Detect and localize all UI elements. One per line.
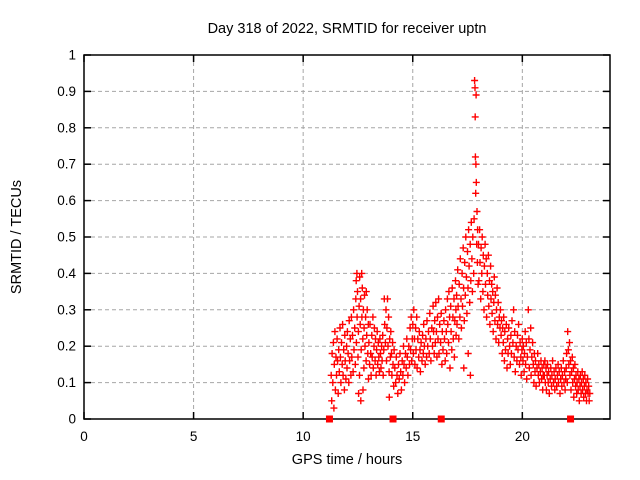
y-tick-label: 0.9 [57,84,76,99]
y-tick-label: 0.5 [57,230,76,245]
y-tick-label: 0 [68,412,76,427]
series-zero_markers [325,415,575,423]
y-axis-label: SRMTID / TECUs [9,179,25,295]
y-tick-label: 0.8 [57,120,76,135]
x-tick-label: 20 [515,429,530,444]
series-srmtid [327,77,594,412]
tick-labels: 0 5 10 15 20 0 0.1 0.2 0.3 0.4 0.5 0.6 0.7 0.8 0.9 1 [57,48,530,445]
x-tick-label: 5 [190,429,198,444]
x-tick-label: 15 [405,429,420,444]
x-tick-label: 10 [296,429,311,444]
x-tick-label: 0 [80,429,88,444]
x-axis-label: GPS time / hours [291,452,403,468]
y-tick-label: 0.2 [57,339,76,354]
y-tick-label: 0.4 [57,266,76,281]
y-tick-label: 1 [68,48,76,63]
y-tick-label: 0.1 [57,375,76,390]
y-tick-label: 0.7 [57,157,76,172]
chart-title: Day 318 of 2022, SRMTID for receiver upt… [207,21,487,37]
y-tick-label: 0.3 [57,302,76,317]
axes [83,54,611,420]
y-tick-label: 0.6 [57,193,76,208]
